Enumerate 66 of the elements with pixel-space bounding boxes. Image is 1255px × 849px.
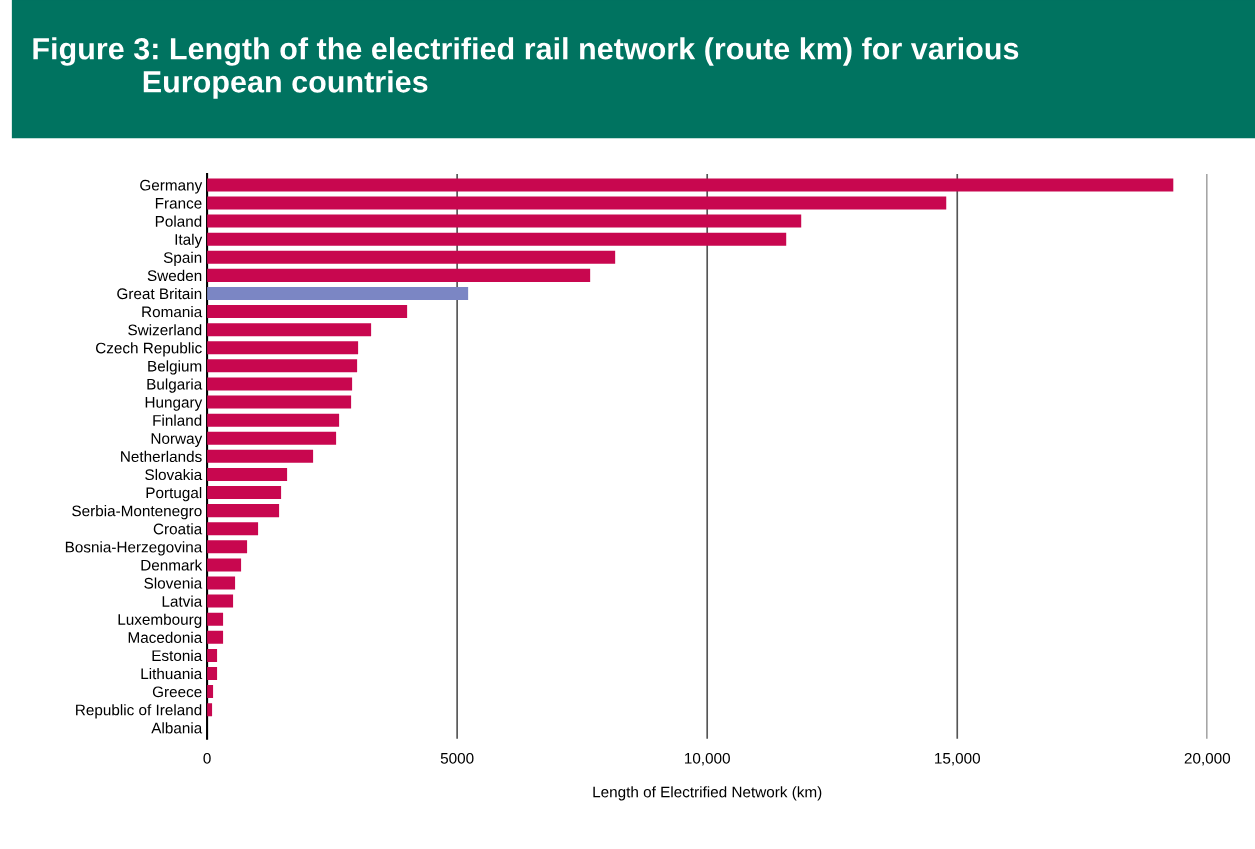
- bar: [207, 431, 337, 445]
- bar: [207, 178, 1174, 192]
- y-tick-label: Estonia: [152, 649, 203, 662]
- x-tick-label: 5000: [440, 752, 474, 764]
- y-tick-label: Bulgaria: [147, 378, 203, 393]
- y-tick-label: Great Britain: [117, 287, 202, 300]
- y-tick-label: Romania: [142, 306, 203, 318]
- y-tick-label: Italy: [175, 233, 203, 248]
- bar: [207, 359, 358, 373]
- y-tick-label: Slovenia: [144, 577, 203, 589]
- y-tick-label: Serbia-Montenegro: [72, 505, 202, 520]
- y-tick-label: Lithuania: [141, 667, 203, 680]
- bar: [207, 648, 218, 662]
- y-tick-label: Greece: [152, 686, 202, 698]
- y-tick-label: Denmark: [141, 559, 203, 571]
- y-tick-label: Germany: [140, 179, 203, 194]
- x-tick-label: 20,000: [1184, 752, 1231, 766]
- x-tick-label: 10,000: [685, 752, 730, 766]
- y-tick-label: Latvia: [162, 595, 203, 607]
- bar: [207, 467, 288, 481]
- bar: [207, 250, 616, 264]
- bar: [207, 576, 236, 590]
- y-tick-label: Croatia: [153, 523, 203, 535]
- bar: [207, 449, 314, 463]
- y-tick-label: France: [155, 198, 202, 209]
- chart-title: Figure 3: Length of the electrified rail network (route km) for various European countries: [33, 37, 1019, 99]
- y-tick-label: Republic of Ireland: [76, 704, 202, 719]
- bar: [207, 305, 408, 319]
- bar: [207, 341, 359, 355]
- bar: [207, 268, 591, 282]
- y-tick-label: Poland: [155, 215, 202, 227]
- y-tick-label: Bosnia-Herzegovina: [65, 541, 203, 556]
- x-axis-title: Length of Electrified Network (km): [593, 786, 822, 801]
- y-tick-label: Finland: [153, 414, 202, 426]
- bar: [207, 232, 787, 246]
- bar: [207, 323, 372, 337]
- y-tick-label: Luxembourg: [118, 613, 202, 628]
- y-tick-label: Slovakia: [145, 468, 203, 481]
- bar: [207, 630, 224, 644]
- y-tick-label: Czech Republic: [96, 342, 202, 357]
- y-tick-label: Albania: [151, 722, 203, 734]
- bar: [207, 286, 469, 300]
- bar: [207, 522, 259, 536]
- bar: [207, 504, 280, 518]
- y-tick-label: Norway: [151, 433, 203, 447]
- y-tick-label: Spain: [163, 251, 202, 266]
- bar: [207, 395, 352, 409]
- bar: [207, 214, 802, 228]
- x-tick-label: 15,000: [935, 752, 981, 766]
- bar: [207, 594, 234, 608]
- x-tick-label: 0: [203, 752, 211, 764]
- y-tick-label: Sweden: [147, 269, 202, 282]
- bar: [207, 377, 353, 391]
- bar: [207, 413, 340, 427]
- bar: [207, 486, 282, 500]
- y-tick-label: Hungary: [145, 397, 203, 411]
- bar: [207, 540, 248, 554]
- bar: [207, 612, 224, 626]
- y-tick-label: Swizerland: [128, 324, 202, 336]
- y-tick-label: Belgium: [148, 360, 202, 375]
- y-tick-label: Macedonia: [128, 631, 203, 643]
- y-tick-label: Portugal: [146, 486, 202, 502]
- bar: [207, 196, 947, 210]
- bar: [207, 558, 242, 572]
- bar: [207, 666, 218, 680]
- y-tick-label: Netherlands: [121, 450, 202, 463]
